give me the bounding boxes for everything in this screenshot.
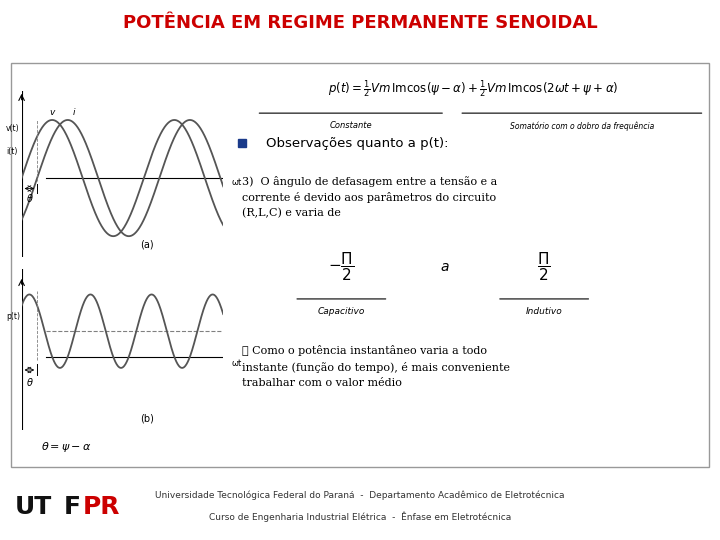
Text: Somatório com o dobro da frequência: Somatório com o dobro da frequência — [510, 121, 654, 131]
Text: $a$: $a$ — [441, 260, 450, 274]
Text: $p(t) = \frac{1}{2}Vm\,\mathrm{Im}\cos(\psi - \alpha) + \frac{1}{2}Vm\,\mathrm{I: $p(t) = \frac{1}{2}Vm\,\mathrm{Im}\cos(\… — [328, 78, 618, 100]
Text: Observações quanto a p(t):: Observações quanto a p(t): — [266, 137, 449, 150]
Text: i: i — [72, 109, 75, 117]
Text: UT: UT — [14, 495, 52, 519]
Text: Universidade Tecnológica Federal do Paraná  -  Departamento Acadêmico de Eletrot: Universidade Tecnológica Federal do Para… — [156, 490, 564, 500]
Text: Indutivo: Indutivo — [526, 307, 562, 316]
Text: ✓ Como o potência instantâneo varia a todo
instante (função do tempo), é mais co: ✓ Como o potência instantâneo varia a to… — [243, 346, 510, 388]
Text: (b): (b) — [140, 414, 153, 423]
Text: (a): (a) — [140, 240, 153, 250]
Text: F: F — [64, 495, 81, 519]
Text: POTÊNCIA EM REGIME PERMANENTE SENOIDAL: POTÊNCIA EM REGIME PERMANENTE SENOIDAL — [122, 14, 598, 32]
Text: v(t): v(t) — [6, 124, 19, 133]
Text: v: v — [50, 109, 55, 117]
Text: $\dfrac{\Pi}{2}$: $\dfrac{\Pi}{2}$ — [537, 250, 551, 283]
Text: Constante: Constante — [330, 121, 372, 130]
Text: Curso de Engenharia Industrial Elétrica  -  Ênfase em Eletrotécnica: Curso de Engenharia Industrial Elétrica … — [209, 511, 511, 522]
Text: ωt: ωt — [232, 178, 242, 187]
Text: PR: PR — [83, 495, 120, 519]
Text: $\theta = \psi - \alpha$: $\theta = \psi - \alpha$ — [41, 440, 91, 454]
Text: $-\dfrac{\Pi}{2}$: $-\dfrac{\Pi}{2}$ — [328, 250, 354, 283]
Text: θ: θ — [27, 378, 32, 388]
Text: Capacitivo: Capacitivo — [318, 307, 365, 316]
Text: θ: θ — [27, 194, 32, 205]
Text: 3)  O ângulo de defasagem entre a tensão e a
corrente é devido aos parâmetros do: 3) O ângulo de defasagem entre a tensão … — [243, 176, 498, 219]
Text: i(t): i(t) — [6, 147, 17, 157]
Text: ωt: ωt — [232, 359, 242, 368]
Text: p(t): p(t) — [6, 312, 20, 321]
